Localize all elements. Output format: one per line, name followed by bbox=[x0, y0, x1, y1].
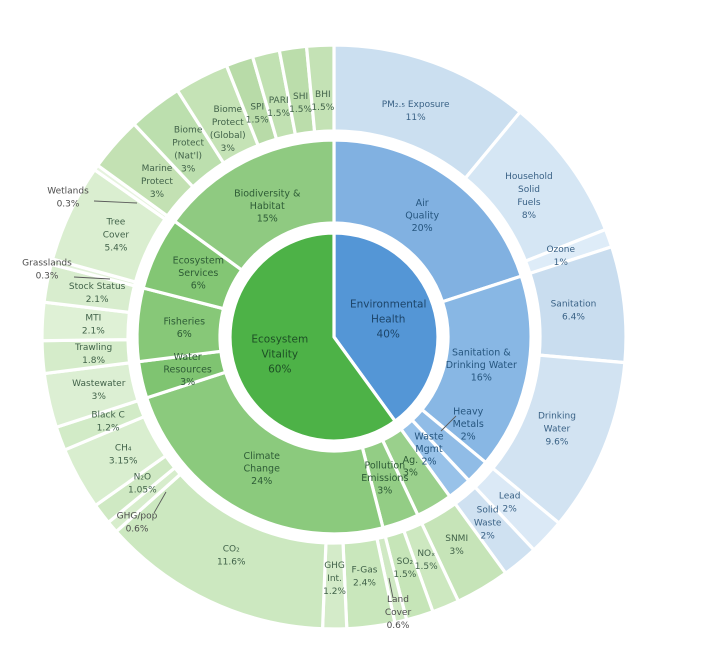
segment-environmental-health bbox=[332, 231, 440, 423]
label-shi: SHI 1.5% bbox=[289, 92, 312, 115]
leader-ghg-pop bbox=[153, 491, 167, 514]
label-land-cover: Land Cover 0.6% bbox=[385, 595, 412, 631]
label-snmi: SNMI 3% bbox=[445, 534, 468, 557]
leader-grasslands bbox=[73, 276, 111, 280]
segment-biodiversity-habitat bbox=[173, 138, 336, 272]
segment-air-quality bbox=[332, 138, 523, 304]
labels-layer: Environmental Health 40% Air Quality 20% PM₂.₅… bbox=[22, 90, 596, 631]
label-grasslands: Grasslands 0.3% bbox=[22, 259, 72, 282]
label-sanitation-drinking-water: Sanitation & Drinking Water 16% bbox=[446, 348, 517, 384]
label-fisheries: Fisheries 6% bbox=[164, 316, 206, 340]
label-n2o: N₂O 1.05% bbox=[128, 473, 157, 496]
label-ecosystem-services: Ecosystem Services 6% bbox=[173, 256, 224, 292]
label-sanitation: Sanitation 6.4% bbox=[551, 299, 597, 322]
leader-waste-mgmt bbox=[440, 415, 457, 432]
leader-wetlands bbox=[93, 200, 138, 204]
label-drinking-water: Drinking Water 9.6% bbox=[538, 412, 576, 448]
label-f-gas: F-Gas 2.4% bbox=[352, 566, 378, 589]
segment-ecosystem-vitality bbox=[228, 231, 397, 443]
label-tree-cover: Tree Cover 5.4% bbox=[103, 217, 130, 253]
label-air-quality: Air Quality 20% bbox=[405, 198, 439, 234]
label-ghg-int: GHG Int. 1.2% bbox=[323, 561, 346, 597]
label-pollution-emissions: Pollution Emissions 3% bbox=[361, 461, 408, 497]
label-black-c: Black C 1.2% bbox=[91, 410, 125, 433]
segment-bhi bbox=[304, 43, 336, 134]
leader-land-cover bbox=[388, 577, 394, 599]
label-stock-status: Stock Status 2.1% bbox=[69, 282, 126, 305]
label-wetlands: Wetlands 0.3% bbox=[47, 187, 89, 210]
label-ozone: Ozone 1% bbox=[546, 245, 575, 268]
label-biome-protect-global: Biome Protect (Global) 3% bbox=[210, 105, 246, 154]
label-ecosystem-vitality: Ecosystem Vitality 60% bbox=[251, 334, 308, 376]
label-co2: CO₂ 11.6% bbox=[217, 545, 246, 568]
label-biodiversity-habitat: Biodiversity & Habitat 15% bbox=[234, 189, 301, 225]
label-solid-waste: Solid Waste 2% bbox=[474, 506, 502, 542]
label-nox: NOₓ 1.5% bbox=[415, 549, 438, 572]
label-wastewater: Wastewater 3% bbox=[72, 379, 126, 402]
label-trawling: Trawling 1.8% bbox=[74, 343, 112, 366]
label-water-resources: Water Resources 3% bbox=[163, 352, 212, 388]
label-bhi: BHI 1.5% bbox=[311, 90, 334, 113]
label-pm25-exposure: PM₂.₅ Exposure 11% bbox=[382, 100, 450, 123]
segments-layer bbox=[40, 43, 628, 631]
label-household-solid-fuels: Household Solid Fuels 8% bbox=[505, 172, 553, 221]
label-lead: Lead 2% bbox=[499, 491, 521, 514]
label-pari: PARI 1.5% bbox=[267, 96, 290, 119]
segment-climate-change bbox=[145, 370, 385, 536]
label-agriculture: Ag. 3% bbox=[403, 455, 419, 479]
label-spi: SPI 1.5% bbox=[246, 102, 269, 125]
label-biome-protect-natl: Biome Protect (Nat'l) 3% bbox=[172, 125, 204, 174]
label-heavy-metals: Heavy Metals 2% bbox=[453, 407, 484, 443]
label-ch4: CH₄ 3.15% bbox=[109, 443, 138, 466]
label-climate-change: Climate Change 24% bbox=[243, 451, 280, 487]
label-mti: MTI 2.1% bbox=[82, 314, 105, 337]
label-ghg-pop: GHG/pop 0.6% bbox=[117, 512, 158, 535]
label-waste-mgmt: Waste Mgmt 2% bbox=[414, 432, 443, 468]
label-environmental-health: Environmental Health 40% bbox=[350, 298, 426, 340]
label-marine-protect: Marine Protect 3% bbox=[141, 164, 173, 200]
label-so2: SO₂ 1.5% bbox=[393, 557, 416, 580]
